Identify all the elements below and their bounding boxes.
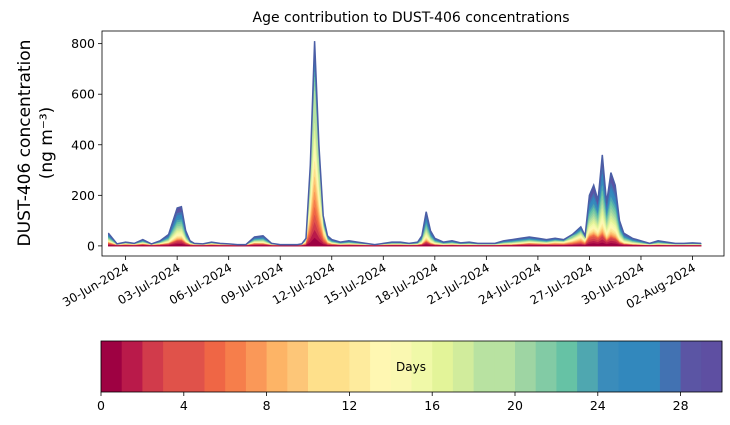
colorbar-tick-label: 20 [507, 398, 523, 413]
age-layer-1 [108, 237, 702, 247]
days-colorbar [101, 341, 723, 392]
colorbar-segment [245, 341, 267, 392]
colorbar-frame [100, 340, 723, 393]
y-tick-label: 200 [71, 188, 95, 203]
colorbar-segment [432, 341, 454, 392]
colorbar-segment [639, 341, 661, 392]
colorbar-tick-label: 28 [673, 398, 689, 413]
x-axis-ticks: 30-Jun-202403-Jul-202406-Jul-202409-Jul-… [60, 256, 698, 311]
age-contribution-layers [108, 41, 702, 247]
colorbar-segment [308, 341, 330, 392]
y-tick-label: 600 [71, 87, 95, 102]
colorbar-segment [680, 341, 702, 392]
colorbar-segment [370, 341, 392, 392]
colorbar-segment [659, 341, 681, 392]
colorbar-segment [287, 341, 309, 392]
colorbar-tick-label: 0 [97, 398, 105, 413]
colorbar-segment [225, 341, 247, 392]
colorbar-segment [204, 341, 226, 392]
colorbar-segment [183, 341, 205, 392]
colorbar-segment [473, 341, 495, 392]
y-tick-label: 800 [71, 36, 95, 51]
colorbar-segment [142, 341, 164, 392]
chart-title: Age contribution to DUST-406 concentrati… [253, 10, 570, 26]
colorbar-segment [535, 341, 557, 392]
colorbar-segment [515, 341, 537, 392]
colorbar-segment [266, 341, 288, 392]
y-axis-ticks: 0 200 400 600 800 [71, 36, 102, 253]
total-concentration-line [107, 41, 702, 246]
y-tick-label: 0 [87, 238, 95, 253]
colorbar-segment [121, 341, 143, 392]
colorbar-segment [701, 341, 723, 392]
colorbar-tick-label: 8 [263, 398, 271, 413]
plot-frame [101, 30, 725, 257]
colorbar-segment [452, 341, 474, 392]
colorbar-tick-label: 4 [180, 398, 188, 413]
colorbar-segment [556, 341, 578, 392]
colorbar-label: Days [396, 360, 426, 374]
colorbar-segment [494, 341, 516, 392]
colorbar-tick-label: 12 [341, 398, 357, 413]
colorbar-segment [349, 341, 371, 392]
colorbar-tick-label: 24 [590, 398, 606, 413]
colorbar-segment [390, 341, 412, 392]
colorbar-ticks: 0 4 8 12 16 20 24 28 [97, 392, 689, 413]
colorbar-segment [163, 341, 185, 392]
colorbar-tick-label: 16 [424, 398, 440, 413]
colorbar-segment [597, 341, 619, 392]
colorbar-segment [411, 341, 433, 392]
total-concentration-line-group [107, 41, 702, 246]
colorbar-segment [577, 341, 599, 392]
y-tick-label: 400 [71, 137, 95, 152]
colorbar-segment [618, 341, 640, 392]
y-axis-label-line1: DUST-406 concentration [15, 40, 35, 247]
colorbar-segment [101, 341, 123, 392]
colorbar-segment [328, 341, 350, 392]
y-axis-label-line2: (ng m⁻³) [37, 107, 57, 180]
